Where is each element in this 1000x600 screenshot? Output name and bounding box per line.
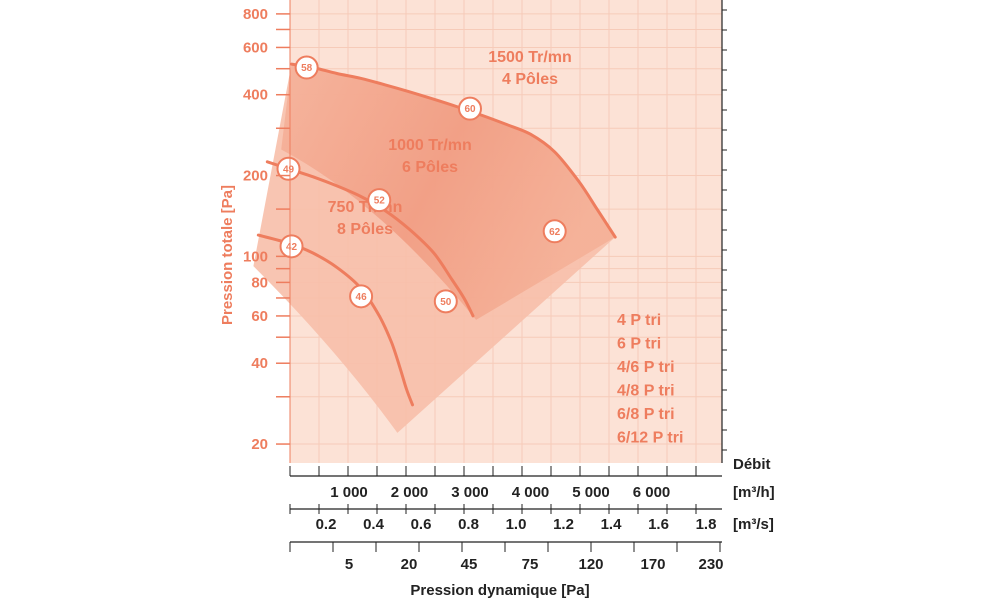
noise-marker-label: 62 xyxy=(549,227,561,238)
y-tick-label: 20 xyxy=(251,436,268,453)
flow-unit-m3h: [m³/h] xyxy=(733,484,775,501)
flow-m3s-tick-label: 1.2 xyxy=(553,516,574,533)
motor-option: 4/8 P tri xyxy=(617,383,675,400)
y-axis-title: Pression totale [Pa] xyxy=(219,185,236,325)
series-label-0: 4 Pôles xyxy=(502,71,558,88)
noise-marker-circle xyxy=(279,234,304,259)
noise-marker-circle xyxy=(276,156,301,181)
flow-m3s-tick-label: 0.8 xyxy=(458,516,479,533)
y-tick-label: 40 xyxy=(251,355,268,372)
noise-marker-circle xyxy=(349,284,374,309)
bottom-axes: Débit [m³/h] [m³/s] 1 000 2 000 3 000 4 000 5 0… xyxy=(289,456,775,599)
y-axis: 20 40 60 80 100 200 400 600 800 Pression totale [… xyxy=(219,0,727,463)
noise-marker-label: 42 xyxy=(286,242,298,253)
series-curve-0 xyxy=(290,62,617,239)
dynamic-pressure-tick-label: 120 xyxy=(578,556,603,573)
y-tick-label: 100 xyxy=(243,248,268,265)
y-tick-label: 400 xyxy=(243,87,268,104)
motor-option: 6/8 P tri xyxy=(617,406,675,423)
flow-tick-label: 3 000 xyxy=(451,484,489,501)
flow-tick-label: 4 000 xyxy=(512,484,550,501)
noise-marker-label: 50 xyxy=(440,297,452,308)
flow-m3s-tick-label: 0.2 xyxy=(316,516,337,533)
flow-m3s-tick-label: 1.0 xyxy=(506,516,527,533)
series-label-2: 8 Pôles xyxy=(337,221,393,238)
flow-m3s-tick-label: 1.4 xyxy=(601,516,623,533)
flow-axis-label: Débit xyxy=(733,456,771,473)
noise-marker-circle xyxy=(367,188,392,213)
motor-options-list: 4 P tri 6 P tri 4/6 P tri 4/8 P tri 6/8 P tr… xyxy=(617,312,683,447)
noise-marker-circle xyxy=(433,289,458,314)
noise-marker-label: 60 xyxy=(464,104,476,115)
y-tick-label: 80 xyxy=(251,274,268,291)
flow-tick-label: 2 000 xyxy=(391,484,429,501)
noise-marker-circle xyxy=(542,219,567,244)
operating-region-inner xyxy=(281,64,616,320)
flow-unit-m3s: [m³/s] xyxy=(733,516,774,533)
dynamic-pressure-tick-label: 75 xyxy=(522,556,539,573)
dynamic-pressure-tick-label: 170 xyxy=(640,556,665,573)
series-label-1: 6 Pôles xyxy=(402,159,458,176)
noise-marker-circle xyxy=(458,96,482,121)
flow-m3s-tick-label: 1.8 xyxy=(696,516,717,533)
series-label-1: 1000 Tr/mn xyxy=(388,137,472,154)
dynamic-pressure-tick-label: 20 xyxy=(401,556,418,573)
series-curve-1 xyxy=(265,160,475,318)
y-tick-label: 800 xyxy=(243,6,268,23)
flow-tick-label: 1 000 xyxy=(330,484,368,501)
flow-m3s-tick-label: 0.6 xyxy=(411,516,432,533)
y-tick-label: 60 xyxy=(251,308,268,325)
motor-option: 6/12 P tri xyxy=(617,430,683,447)
flow-tick-label: 5 000 xyxy=(572,484,610,501)
noise-markers: 58 60 62 49 52 50 42 46 xyxy=(276,55,567,314)
dynamic-pressure-tick-label: 45 xyxy=(461,556,478,573)
noise-marker-circle xyxy=(294,55,319,80)
series-label-0: 1500 Tr/mn xyxy=(488,49,572,66)
flow-m3s-tick-label: 0.4 xyxy=(363,516,385,533)
noise-marker-label: 49 xyxy=(283,164,295,175)
y-tick-label: 200 xyxy=(243,168,268,185)
dynamic-pressure-axis-title: Pression dynamique [Pa] xyxy=(410,582,589,599)
dynamic-pressure-tick-label: 230 xyxy=(698,556,723,573)
motor-option: 6 P tri xyxy=(617,336,661,353)
noise-marker-label: 52 xyxy=(374,196,386,207)
flow-tick-label: 6 000 xyxy=(633,484,671,501)
y-tick-label: 600 xyxy=(243,39,268,56)
noise-marker-label: 46 xyxy=(356,292,368,303)
flow-m3s-tick-label: 1.6 xyxy=(648,516,669,533)
noise-marker-label: 58 xyxy=(301,63,313,74)
dynamic-pressure-tick-label: 5 xyxy=(345,556,353,573)
motor-option: 4 P tri xyxy=(617,312,661,329)
motor-option: 4/6 P tri xyxy=(617,359,675,376)
